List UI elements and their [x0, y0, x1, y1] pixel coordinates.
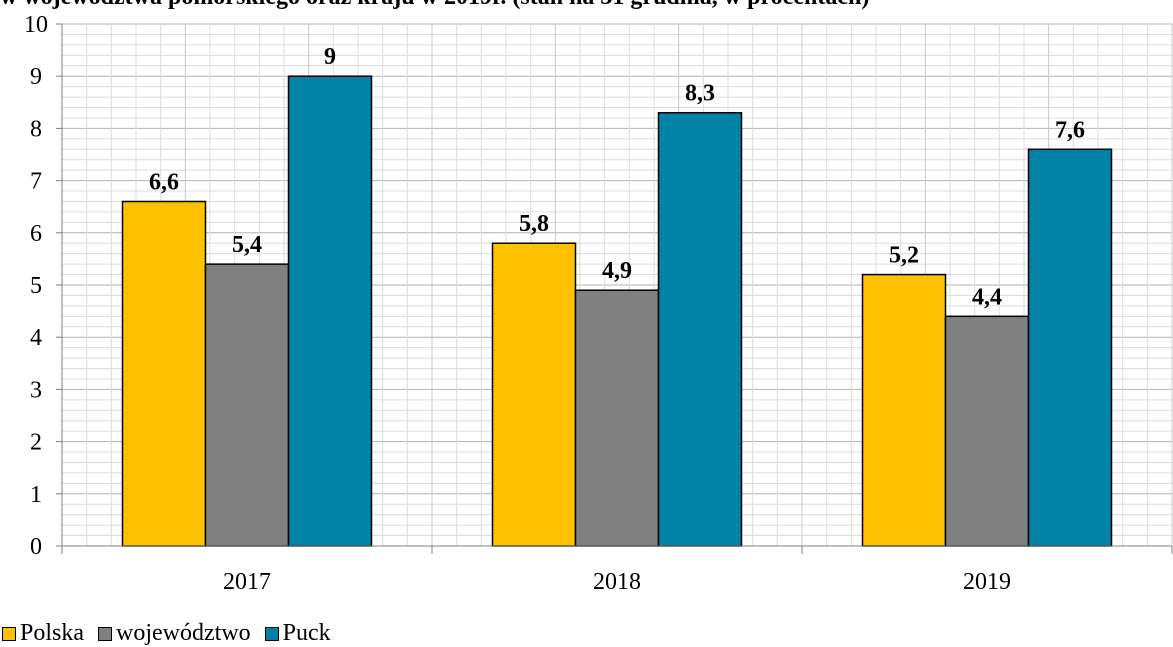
bar-Polska-2018	[491, 242, 577, 547]
bar-Polska-2017	[121, 200, 207, 547]
chart-data-labels: 6,6 5,4 9 5,8 4,9 8,3 5,2 4,4 7,6	[149, 44, 1085, 310]
legend-item-województwo: województwo	[98, 620, 251, 647]
data-label: 6,6	[149, 169, 179, 195]
legend-swatch	[264, 626, 279, 641]
y-tick-label: 9	[30, 64, 42, 90]
bar-Puck-2019	[1027, 148, 1113, 547]
data-label: 5,2	[889, 243, 919, 269]
legend-item-Polska: Polska	[2, 620, 84, 647]
chart-title: w województwa pomorskiego oraz kraju w 2…	[0, 0, 869, 10]
y-tick-label: 1	[30, 482, 42, 508]
legend-item-Puck: Puck	[264, 620, 331, 647]
data-label: 5,4	[232, 232, 262, 258]
y-tick-label: 3	[30, 377, 42, 403]
legend-label: Puck	[282, 620, 331, 646]
x-tick-label: 2019	[963, 569, 1011, 595]
data-label: 4,4	[972, 284, 1002, 310]
y-tick-label: 7	[30, 169, 42, 195]
bar-Puck-2018	[657, 111, 743, 547]
bar-województwo-2019	[944, 315, 1030, 547]
y-tick-label: 6	[30, 221, 42, 247]
data-label: 4,9	[602, 258, 632, 284]
y-tick-label: 10	[24, 12, 48, 38]
y-tick-label: 0	[30, 534, 42, 560]
data-label: 9	[324, 44, 336, 70]
data-label: 5,8	[519, 211, 549, 237]
data-label: 7,6	[1055, 117, 1085, 143]
chart-axes: 0 1 2 3 4 5 6 7 8 9 10 2017 2018 2019	[24, 12, 1173, 595]
y-tick-label: 2	[30, 430, 42, 456]
chart-bars	[121, 75, 1113, 547]
data-label: 8,3	[685, 81, 715, 107]
bar-Puck-2017	[287, 75, 373, 547]
bar-Polska-2019	[861, 273, 947, 547]
y-tick-label: 8	[30, 116, 42, 142]
x-tick-label: 2018	[593, 569, 641, 595]
bar-województwo-2017	[204, 263, 290, 547]
y-tick-label: 5	[30, 273, 42, 299]
chart-legend: Polska województwo Puck	[2, 620, 331, 647]
y-tick-label: 4	[30, 325, 42, 351]
legend-label: Polska	[20, 620, 85, 646]
bar-województwo-2018	[574, 289, 660, 547]
legend-label: województwo	[116, 620, 251, 646]
legend-swatch	[98, 626, 113, 641]
legend-swatch	[2, 626, 16, 641]
x-tick-label: 2017	[223, 569, 271, 595]
